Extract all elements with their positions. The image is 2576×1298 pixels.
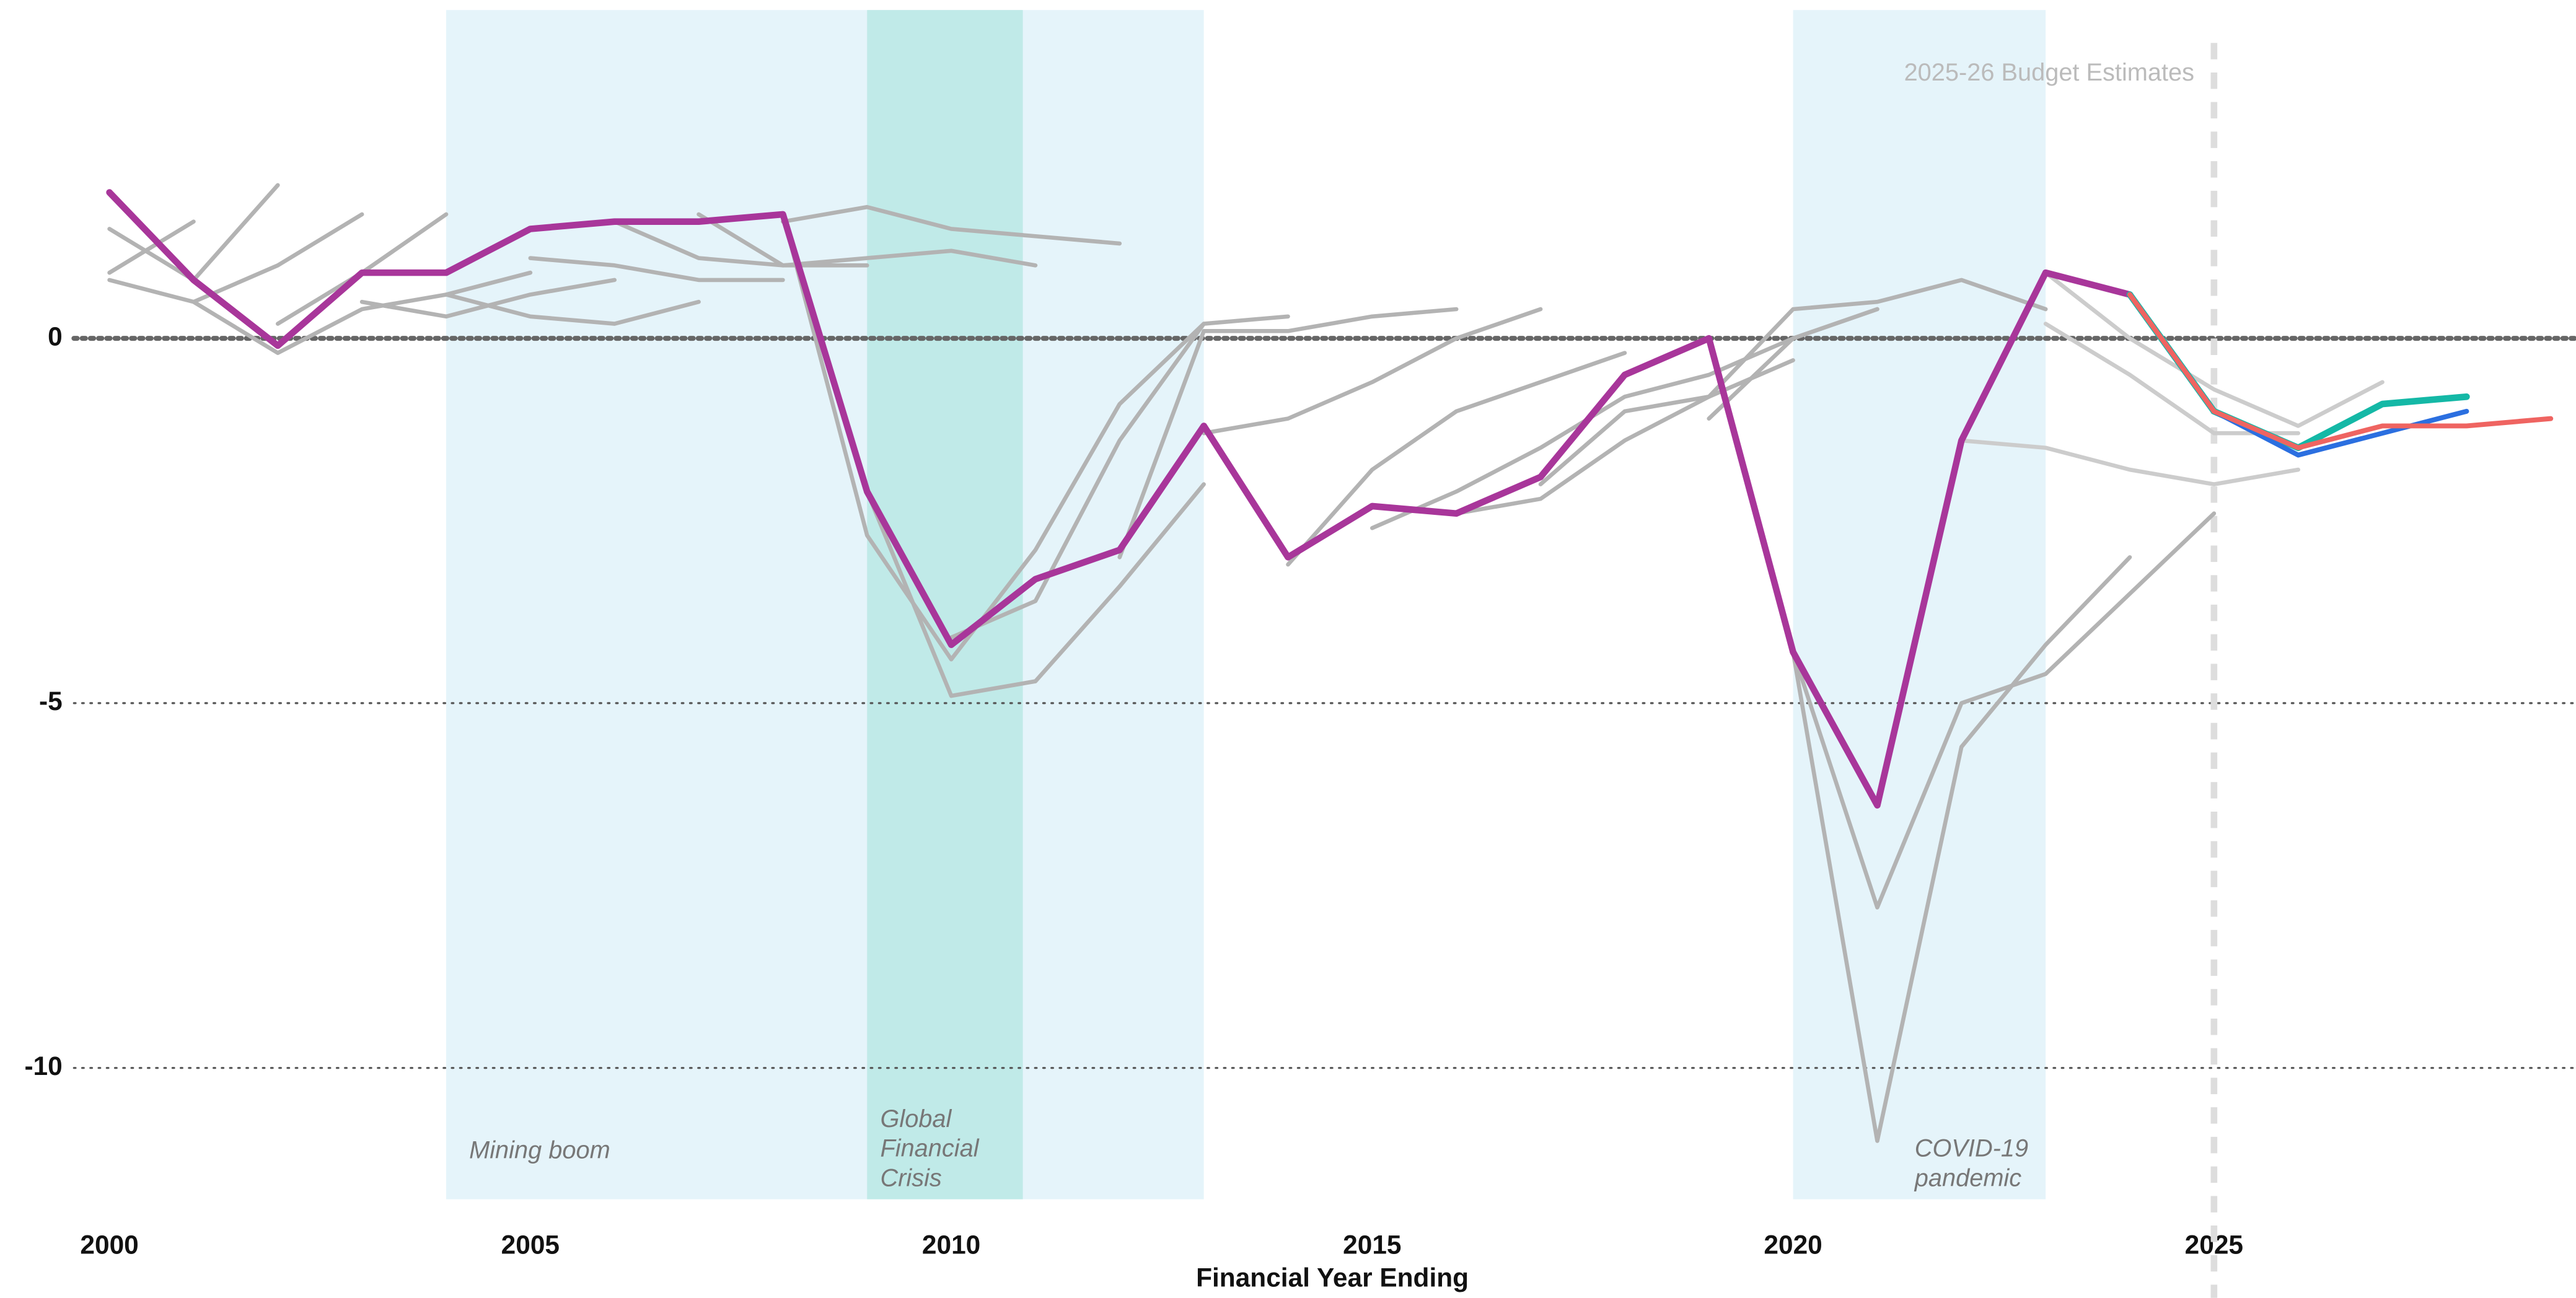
series-line	[1454, 358, 1795, 516]
x-tick-label: 2000	[80, 1230, 138, 1260]
shaded-band	[867, 10, 1023, 1199]
x-tick-label: 2015	[1343, 1230, 1401, 1260]
series-line	[697, 212, 1038, 268]
series-line	[2043, 270, 2385, 428]
series-line	[1707, 307, 1879, 421]
band-label-line: Crisis	[880, 1164, 941, 1191]
band-label-line: Mining boom	[469, 1136, 610, 1164]
series-line	[528, 256, 785, 283]
series-line	[1959, 438, 2301, 486]
x-tick-label: 2005	[501, 1230, 560, 1260]
band-label: Global Financial Crisis	[880, 1105, 979, 1191]
series-line	[2127, 292, 2469, 458]
series-line	[1286, 351, 1627, 567]
shaded-band	[1793, 10, 2046, 1199]
series-line	[781, 212, 1206, 662]
x-tick-label: 2010	[922, 1230, 980, 1260]
y-tick-label: 0	[48, 322, 63, 351]
series-line	[191, 212, 364, 304]
band-label-line: Global	[880, 1105, 952, 1133]
band-label-line: Financial	[880, 1135, 979, 1162]
series-line	[612, 219, 869, 268]
series-line	[1791, 555, 2132, 1143]
series-line	[1117, 307, 1459, 559]
series-line	[106, 189, 2134, 809]
series-line	[1538, 278, 2048, 486]
band-label: Mining boom	[469, 1136, 610, 1164]
series-line	[1791, 511, 2217, 910]
series-line	[444, 292, 701, 326]
shaded-band	[446, 10, 1204, 1199]
series-line	[2127, 292, 2554, 450]
marker-label: 2025-26 Budget Estimates	[1904, 59, 2194, 86]
x-axis-title: Financial Year Ending	[1196, 1263, 1469, 1292]
series-line	[107, 270, 533, 355]
band-label-line: COVID-19	[1915, 1135, 2028, 1162]
series-line	[864, 482, 1206, 698]
series-line	[107, 219, 196, 275]
y-tick-label: -5	[39, 686, 63, 716]
x-tick-label: 2020	[1764, 1230, 1822, 1260]
band-label-line: pandemic	[1914, 1164, 2021, 1191]
y-tick-label: -10	[24, 1051, 62, 1081]
series-line	[1202, 307, 1543, 436]
series-line	[949, 314, 1290, 640]
band-label: COVID-19 pandemic	[1914, 1135, 2028, 1192]
series-line	[781, 204, 1122, 246]
series-line	[107, 183, 280, 283]
